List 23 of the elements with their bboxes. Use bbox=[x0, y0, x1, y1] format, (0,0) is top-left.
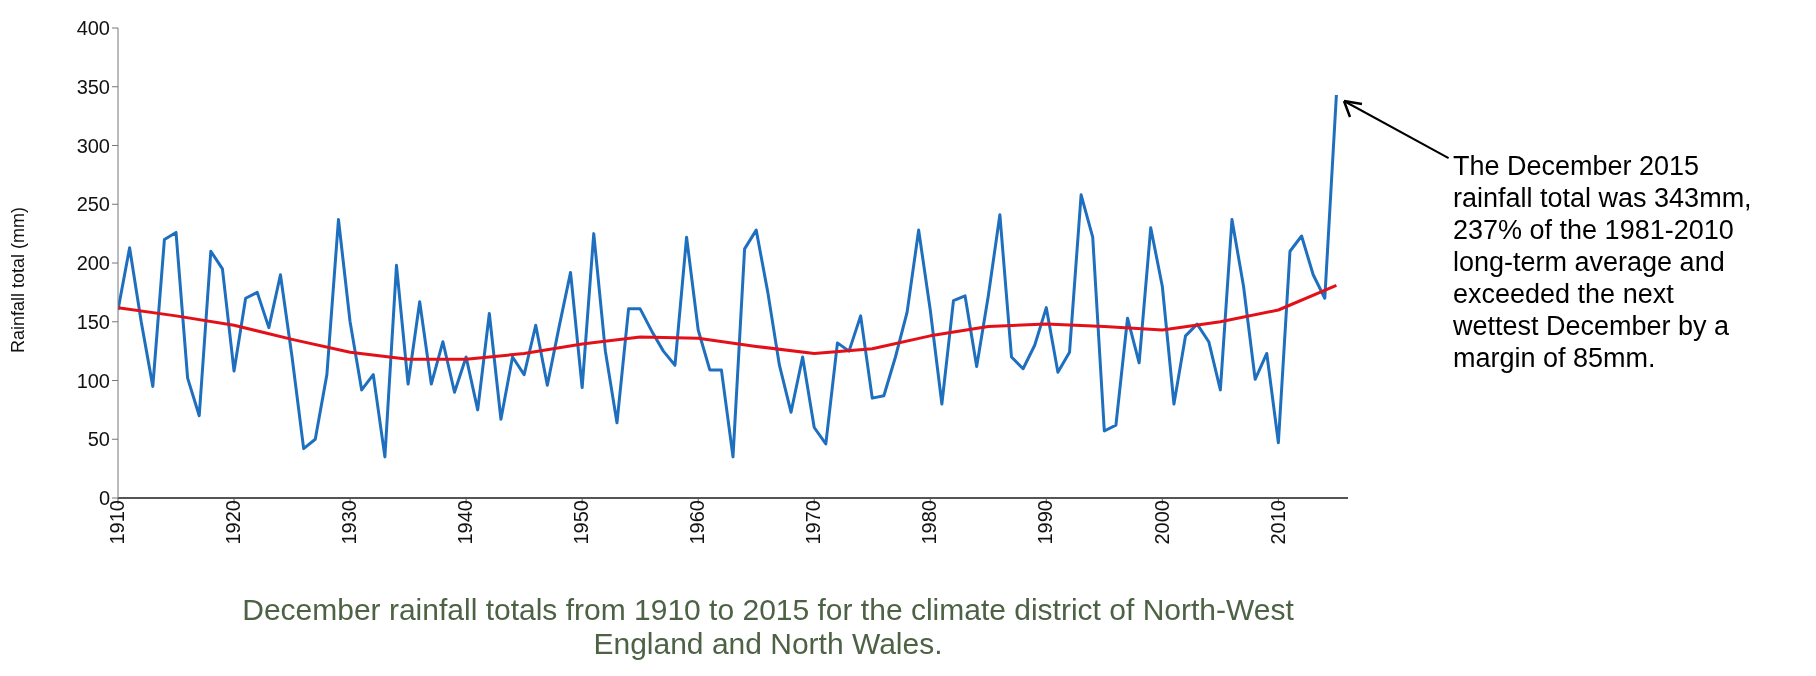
y-tick-label: 50 bbox=[87, 428, 110, 451]
y-tick-label: 100 bbox=[76, 369, 110, 392]
x-tick-label: 1950 bbox=[570, 500, 593, 545]
text: December rainfall totals from 1910 to 2015 for the climate district of North-West England and North Wales. bbox=[241, 593, 1295, 661]
y-axis-title: Rainfall total (mm) bbox=[8, 206, 29, 353]
x-tick-label: 1960 bbox=[686, 500, 709, 545]
y-tick-label: 200 bbox=[76, 252, 110, 275]
line-series bbox=[118, 283, 1338, 361]
x-tick-label: 1990 bbox=[1034, 500, 1057, 545]
y-tick-label: 300 bbox=[76, 134, 110, 157]
x-tick-label: 1970 bbox=[802, 500, 825, 545]
x-tick-label: 2010 bbox=[1266, 500, 1289, 545]
x-tick-label: 1930 bbox=[338, 500, 361, 545]
y-tick-label: 350 bbox=[76, 75, 110, 98]
x-tick-label: 1920 bbox=[222, 500, 245, 545]
line-series bbox=[118, 93, 1338, 459]
x-tick-label: 1980 bbox=[918, 500, 941, 545]
x-tick-label: 2000 bbox=[1150, 500, 1173, 545]
y-tick-label: 400 bbox=[76, 17, 110, 40]
y-tick-label: 250 bbox=[76, 193, 110, 216]
y-tick-label: 150 bbox=[76, 310, 110, 333]
x-tick-label: 1940 bbox=[454, 500, 477, 545]
text: The December 2015 rainfall total was 343mm, 237% of the 1981-2010 long-term average and exceeded the next wettest December by a margin of 85mm. bbox=[1453, 150, 1753, 374]
